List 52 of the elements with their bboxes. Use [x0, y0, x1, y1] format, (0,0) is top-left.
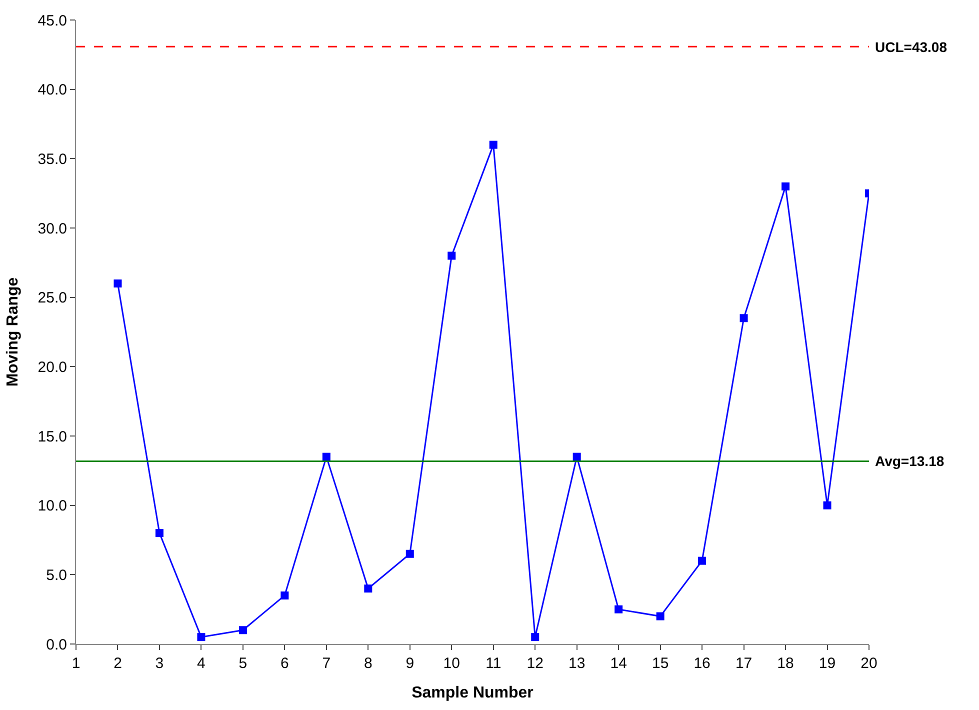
y-axis-title: Moving Range [4, 277, 22, 387]
point [656, 612, 664, 620]
y-tick-label: 0.0 [46, 636, 67, 654]
x-tick-label: 1 [72, 655, 80, 672]
x-tick-label: 8 [364, 655, 372, 672]
x-tick-label: 12 [526, 655, 544, 672]
point [238, 626, 247, 634]
y-tick-label: 15.0 [38, 428, 67, 446]
x-tick-label: 17 [735, 655, 752, 672]
ref-line-label: Avg=13.18 [875, 453, 944, 469]
x-tick-label: 11 [486, 655, 502, 672]
ref-line-label: UCL=43.08 [875, 39, 948, 55]
x-tick-label: 14 [610, 655, 627, 672]
x-tick-label: 2 [114, 655, 122, 672]
y-tick-label: 10.0 [38, 498, 67, 515]
point [364, 584, 372, 593]
y-tick-label: 5.0 [46, 566, 67, 584]
x-tick-label: 6 [280, 655, 289, 672]
y-tick-label: 25.0 [38, 290, 67, 307]
point [197, 633, 206, 642]
x-tick-label: 10 [443, 655, 460, 672]
x-tick-label: 7 [322, 655, 331, 672]
x-tick-label: 18 [777, 655, 794, 672]
x-tick-label: 16 [694, 655, 710, 672]
x-tick-label: 13 [568, 655, 586, 672]
x-tick-label: 9 [406, 655, 414, 672]
point [489, 140, 498, 149]
y-tick-label: 45.0 [38, 12, 67, 30]
point [614, 605, 623, 614]
x-tick-label: 19 [818, 655, 836, 672]
x-tick-label: 15 [652, 655, 669, 672]
x-tick-label: 5 [238, 655, 248, 672]
x-tick-label: 4 [197, 655, 206, 672]
x-axis-title: Sample Number [412, 684, 534, 702]
point [155, 529, 164, 538]
point [531, 633, 540, 642]
x-tick-label: 3 [155, 655, 164, 672]
point [448, 252, 456, 260]
y-tick-label: 35.0 [38, 150, 67, 168]
point [280, 591, 289, 600]
point [740, 314, 748, 322]
point [322, 452, 330, 461]
point [572, 452, 581, 461]
y-tick-label: 40.0 [38, 82, 67, 99]
point [698, 556, 706, 565]
point [782, 182, 790, 190]
y-tick-label: 20.0 [38, 358, 67, 376]
point [406, 550, 414, 558]
x-tick-label: 20 [860, 655, 878, 672]
y-tick-label: 30.0 [38, 220, 67, 238]
point [823, 501, 832, 510]
point [114, 279, 122, 288]
